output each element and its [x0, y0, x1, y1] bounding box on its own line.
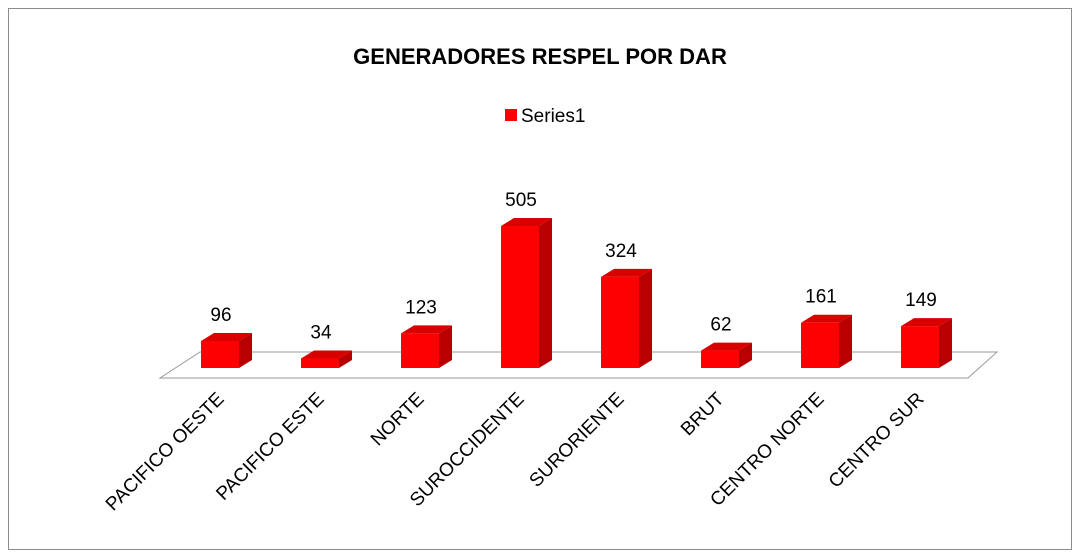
bar-side	[439, 325, 452, 368]
bar	[201, 341, 239, 368]
legend-label: Series1	[521, 106, 585, 127]
data-label: 505	[505, 190, 537, 211]
bar-top	[401, 325, 452, 334]
bar-side	[239, 333, 252, 368]
data-label: 34	[310, 322, 332, 343]
bar-top	[801, 314, 852, 323]
bar-side	[339, 350, 352, 368]
bar-side	[739, 342, 752, 368]
bar-top	[301, 350, 352, 359]
bar	[801, 322, 839, 368]
chart-title: GENERADORES RESPEL POR DAR	[353, 44, 727, 69]
data-label: 123	[405, 297, 437, 318]
bar-top	[201, 333, 252, 342]
bar-side	[639, 268, 652, 368]
bar-top	[601, 268, 652, 277]
bar	[501, 226, 539, 368]
bar	[901, 326, 939, 368]
bar-side	[939, 318, 952, 368]
data-label: 324	[605, 241, 637, 262]
bar	[601, 276, 639, 368]
data-label: 149	[905, 290, 937, 311]
bar-top	[701, 342, 752, 351]
data-label: 161	[805, 287, 837, 308]
bar-top	[901, 318, 952, 327]
bar-side	[839, 314, 852, 368]
bar	[701, 350, 739, 368]
bar	[401, 333, 439, 368]
legend-swatch	[505, 109, 517, 121]
data-label: 96	[210, 305, 231, 326]
bar-side	[539, 218, 552, 368]
bar	[301, 358, 339, 368]
data-label: 62	[710, 315, 731, 336]
bar-top	[501, 218, 552, 226]
floor	[158, 351, 999, 379]
